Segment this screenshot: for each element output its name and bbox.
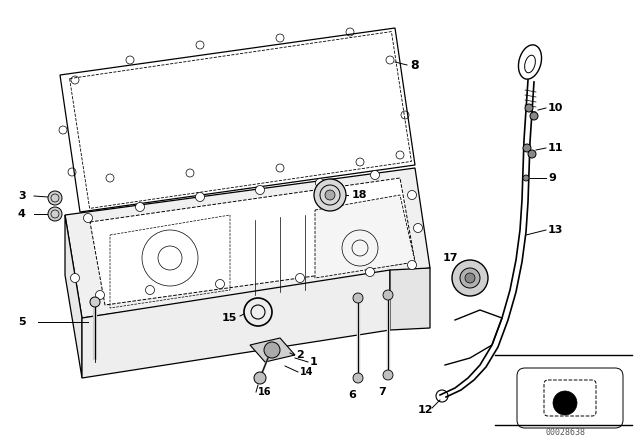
Circle shape	[383, 370, 393, 380]
Circle shape	[145, 285, 154, 294]
Text: 00028638: 00028638	[545, 427, 585, 436]
Text: 7: 7	[378, 387, 386, 397]
Circle shape	[316, 178, 324, 188]
Circle shape	[408, 190, 417, 199]
Circle shape	[460, 268, 480, 288]
Text: 17: 17	[442, 253, 458, 263]
Circle shape	[452, 260, 488, 296]
Circle shape	[413, 224, 422, 233]
Polygon shape	[82, 270, 390, 378]
Circle shape	[48, 191, 62, 205]
Circle shape	[216, 280, 225, 289]
Text: 18: 18	[352, 190, 367, 200]
Polygon shape	[65, 215, 82, 378]
Circle shape	[383, 290, 393, 300]
Circle shape	[195, 193, 205, 202]
Polygon shape	[315, 195, 415, 278]
Text: 14: 14	[300, 367, 314, 377]
Circle shape	[553, 391, 577, 415]
Text: 11: 11	[548, 143, 563, 153]
Text: 12: 12	[417, 405, 433, 415]
Polygon shape	[90, 178, 415, 305]
Polygon shape	[60, 28, 415, 212]
Polygon shape	[65, 168, 430, 318]
Circle shape	[365, 267, 374, 276]
Circle shape	[264, 342, 280, 358]
Circle shape	[371, 171, 380, 180]
Text: 13: 13	[548, 225, 563, 235]
Circle shape	[136, 202, 145, 211]
Text: 15: 15	[222, 313, 237, 323]
Circle shape	[465, 273, 475, 283]
Circle shape	[48, 207, 62, 221]
Circle shape	[353, 293, 363, 303]
Text: 5: 5	[18, 317, 26, 327]
Circle shape	[530, 112, 538, 120]
Circle shape	[523, 144, 531, 152]
Circle shape	[408, 260, 417, 270]
Circle shape	[254, 372, 266, 384]
Circle shape	[83, 214, 93, 223]
Polygon shape	[390, 268, 430, 330]
Circle shape	[296, 273, 305, 283]
Text: 9: 9	[548, 173, 556, 183]
Circle shape	[528, 150, 536, 158]
Circle shape	[525, 104, 533, 112]
Circle shape	[325, 190, 335, 200]
Text: 3: 3	[18, 191, 26, 201]
Text: 16: 16	[258, 387, 271, 397]
Text: 2: 2	[296, 350, 304, 360]
Circle shape	[314, 179, 346, 211]
Circle shape	[523, 175, 529, 181]
Text: 10: 10	[548, 103, 563, 113]
Circle shape	[353, 373, 363, 383]
Text: 1: 1	[310, 357, 317, 367]
Text: 6: 6	[348, 390, 356, 400]
Polygon shape	[250, 338, 295, 362]
Text: 4: 4	[18, 209, 26, 219]
Circle shape	[90, 297, 100, 307]
Circle shape	[255, 185, 264, 194]
Circle shape	[70, 273, 79, 283]
Circle shape	[95, 290, 104, 300]
Text: 8: 8	[410, 59, 419, 72]
